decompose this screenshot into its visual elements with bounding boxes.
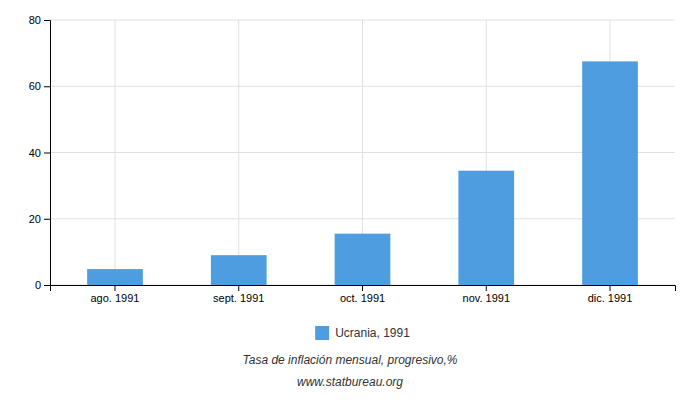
y-tick: 20 bbox=[29, 213, 50, 225]
x-tick-label: ago. 1991 bbox=[91, 292, 140, 304]
y-tick-mark bbox=[44, 219, 50, 220]
bar bbox=[582, 61, 638, 285]
bars bbox=[87, 61, 638, 285]
x-tick: dic. 1991 bbox=[588, 285, 633, 304]
x-tick-mark bbox=[486, 285, 487, 291]
y-tick-mark bbox=[44, 20, 50, 21]
y-axis: 0 20 40 60 80 bbox=[29, 14, 51, 291]
y-tick-label: 60 bbox=[29, 80, 41, 92]
y-axis-line bbox=[44, 21, 51, 286]
bar bbox=[458, 171, 514, 285]
bar bbox=[87, 269, 143, 285]
x-tick: ago. 1991 bbox=[91, 285, 140, 304]
x-tick-label: oct. 1991 bbox=[340, 292, 385, 304]
y-tick-label: 40 bbox=[29, 147, 41, 159]
legend-swatch bbox=[315, 326, 329, 340]
x-tick-mark bbox=[362, 285, 363, 291]
legend: Ucrania, 1991 bbox=[315, 326, 410, 340]
footer-text: Tasa de inflación mensual, progresivo,% bbox=[242, 353, 457, 367]
x-tick: oct. 1991 bbox=[340, 285, 385, 304]
x-tick-mark bbox=[114, 285, 115, 291]
grid bbox=[50, 20, 675, 285]
bar bbox=[335, 234, 391, 285]
y-tick-label: 0 bbox=[35, 279, 41, 291]
x-tick-mark bbox=[238, 285, 239, 291]
x-axis: ago. 1991 sept. 1991 oct. 1991 nov. 1991 dic… bbox=[51, 285, 676, 304]
y-tick: 0 bbox=[35, 279, 50, 291]
grid-line-x bbox=[238, 20, 239, 285]
y-tick: 40 bbox=[29, 147, 50, 159]
y-tick-mark bbox=[44, 86, 50, 87]
x-tick: sept. 1991 bbox=[213, 285, 264, 304]
chart: ago. 1991 sept. 1991 oct. 1991 nov. 1991 dic… bbox=[0, 0, 700, 400]
x-tick-label: nov. 1991 bbox=[463, 292, 511, 304]
y-tick-label: 80 bbox=[29, 14, 41, 26]
x-tick-mark bbox=[610, 285, 611, 291]
x-tick: nov. 1991 bbox=[463, 285, 511, 304]
x-tick-label: dic. 1991 bbox=[588, 292, 633, 304]
y-tick-mark bbox=[44, 153, 50, 154]
y-tick-mark bbox=[44, 285, 50, 286]
x-tick-label: sept. 1991 bbox=[213, 292, 264, 304]
y-tick: 60 bbox=[29, 80, 50, 92]
x-axis-line bbox=[51, 286, 676, 292]
bar bbox=[211, 255, 267, 285]
y-tick: 80 bbox=[29, 14, 50, 26]
grid-line-x bbox=[114, 20, 115, 285]
legend-label: Ucrania, 1991 bbox=[335, 326, 410, 340]
footer-text: www.statbureau.org bbox=[297, 375, 403, 389]
plot: ago. 1991 sept. 1991 oct. 1991 nov. 1991 dic… bbox=[29, 14, 676, 304]
y-tick-label: 20 bbox=[29, 213, 41, 225]
